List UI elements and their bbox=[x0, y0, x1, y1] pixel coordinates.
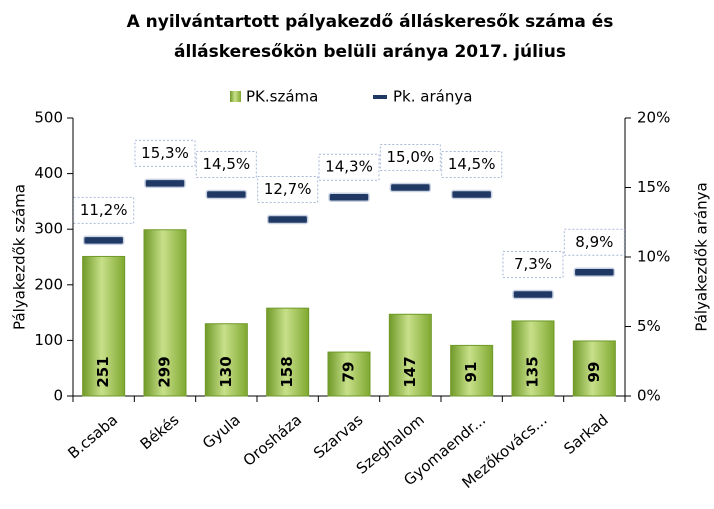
bar-value-label: 147 bbox=[401, 356, 419, 387]
bar-value-label: 251 bbox=[94, 356, 112, 387]
value-label-box bbox=[73, 196, 135, 224]
y2-tick-label: 20% bbox=[637, 109, 670, 127]
value-label: 7,3% bbox=[514, 255, 552, 273]
y-tick-label: 100 bbox=[34, 331, 63, 349]
y-tick-label: 300 bbox=[34, 220, 63, 238]
marker bbox=[450, 189, 493, 200]
marker bbox=[266, 214, 309, 225]
bar-value-label: 135 bbox=[524, 356, 542, 387]
bar-value-label: 158 bbox=[278, 356, 296, 387]
bar-value-label: 91 bbox=[462, 362, 480, 383]
bar bbox=[82, 255, 126, 397]
marker bbox=[512, 289, 554, 300]
value-label-box bbox=[502, 251, 564, 279]
value-label-box bbox=[379, 144, 441, 171]
x-tick-label: Szarvas bbox=[310, 411, 367, 463]
marker bbox=[573, 267, 616, 278]
value-label-box bbox=[195, 150, 257, 178]
bar bbox=[204, 323, 248, 397]
legend-swatch bbox=[230, 91, 241, 102]
bar bbox=[572, 340, 616, 397]
x-tick-label: Orosháza bbox=[240, 411, 306, 470]
value-label-box bbox=[441, 150, 503, 178]
y-tick-label: 500 bbox=[34, 109, 63, 127]
bar-value-label: 99 bbox=[585, 362, 603, 383]
y-tick-label: 400 bbox=[34, 164, 63, 182]
bar bbox=[143, 229, 187, 397]
marker bbox=[82, 235, 125, 246]
y2-axis-title: Pályakezdők aránya bbox=[693, 182, 711, 331]
value-label: 14,5% bbox=[448, 155, 496, 173]
y2-tick-label: 5% bbox=[637, 317, 661, 335]
value-label: 11,2% bbox=[80, 201, 128, 219]
x-tick-label: Sarkad bbox=[560, 411, 611, 458]
marker bbox=[144, 178, 186, 189]
x-tick-label: Gyula bbox=[199, 411, 244, 453]
x-tick-label: Békés bbox=[137, 411, 183, 454]
chart-title: A nyilvántartott pályakezdő álláskeresők… bbox=[127, 12, 614, 32]
bar-value-label: 130 bbox=[217, 356, 235, 387]
value-label-box bbox=[318, 153, 380, 181]
marker bbox=[389, 182, 432, 193]
value-label: 8,9% bbox=[575, 233, 613, 251]
value-label-box bbox=[257, 175, 319, 203]
y2-tick-label: 15% bbox=[637, 178, 670, 196]
chart-title: álláskeresőkön belüli aránya 2017. júliu… bbox=[174, 42, 566, 62]
bar bbox=[388, 313, 432, 397]
legend-swatch bbox=[373, 95, 387, 99]
y-axis-title: Pályakezdők száma bbox=[11, 184, 29, 330]
y2-tick-label: 0% bbox=[637, 387, 661, 405]
x-tick-label: B.csaba bbox=[64, 411, 121, 463]
bar-value-label: 299 bbox=[156, 356, 174, 387]
y-tick-label: 0 bbox=[53, 387, 63, 405]
bar-value-label: 79 bbox=[340, 362, 358, 383]
marker bbox=[205, 189, 248, 200]
legend-label: PK.száma bbox=[246, 88, 318, 106]
value-label: 12,7% bbox=[264, 180, 312, 198]
y-tick-label: 200 bbox=[34, 275, 63, 293]
bar bbox=[511, 320, 555, 397]
bar bbox=[327, 351, 371, 397]
value-label: 14,5% bbox=[203, 155, 251, 173]
bar bbox=[266, 307, 310, 397]
value-label-box bbox=[134, 139, 196, 167]
legend-label: Pk. aránya bbox=[393, 88, 472, 106]
marker bbox=[328, 192, 370, 202]
value-label: 15,0% bbox=[387, 148, 435, 166]
value-label: 14,3% bbox=[325, 158, 373, 176]
y2-tick-label: 10% bbox=[637, 248, 670, 266]
value-label-box bbox=[563, 228, 625, 256]
value-label: 15,3% bbox=[141, 144, 189, 162]
bar bbox=[450, 344, 494, 397]
